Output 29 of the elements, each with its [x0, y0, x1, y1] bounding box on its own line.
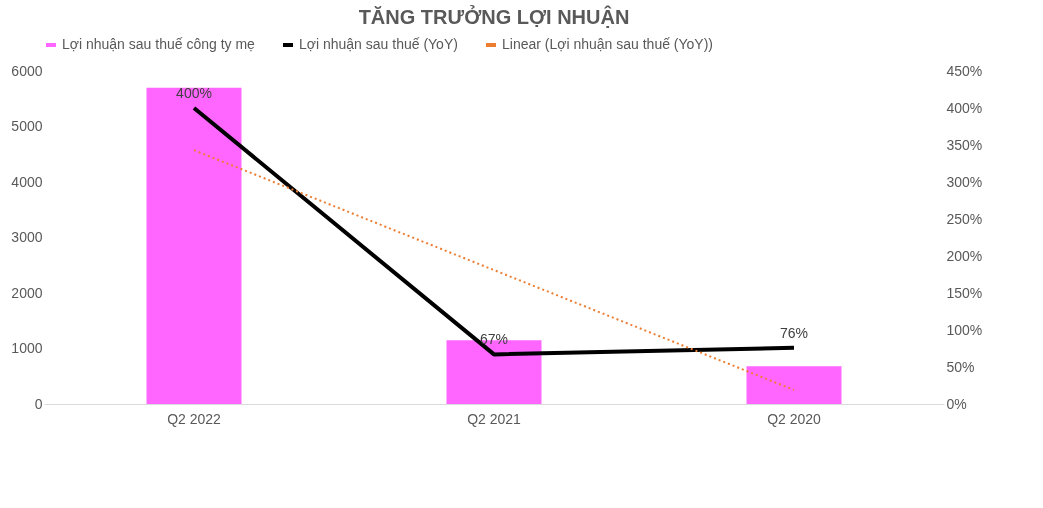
y2-tick-label: 50%	[946, 358, 975, 375]
legend-label: Lợi nhuận sau thuế (YoY)	[299, 36, 458, 52]
x-tick-label: Q2 2021	[467, 410, 522, 427]
data-label: 400%	[176, 85, 212, 101]
y2-tick-label: 100%	[946, 321, 983, 338]
legend-label: Lợi nhuận sau thuế công ty mẹ	[62, 36, 256, 52]
y2-tick-label: 300%	[946, 173, 983, 190]
y2-tick-label: 350%	[946, 136, 983, 153]
y-tick-label: 0	[34, 395, 43, 412]
y-tick-label: 4000	[11, 173, 43, 190]
y2-tick-label: 250%	[946, 210, 983, 227]
y-tick-label: 1000	[11, 340, 43, 356]
y2-tick-label: 0%	[946, 395, 967, 412]
chart-title: TĂNG TRƯỞNG LỢI NHUẬN	[358, 5, 630, 28]
y-tick-label: 2000	[11, 284, 43, 301]
y2-tick-label: 400%	[946, 99, 983, 116]
data-label: 67%	[479, 331, 509, 348]
y2-tick-label: 200%	[946, 247, 983, 264]
legend-label: Linear (Lợi nhuận sau thuế (YoY))	[502, 36, 714, 52]
y-tick-label: 6000	[11, 62, 43, 79]
x-tick-label: Q2 2020	[767, 410, 822, 427]
y-tick-label: 5000	[11, 118, 43, 134]
data-label: 76%	[779, 324, 809, 341]
y2-tick-label: 450%	[946, 62, 983, 79]
y2-tick-label: 150%	[946, 284, 983, 301]
x-tick-label: Q2 2022	[167, 410, 222, 427]
bar	[146, 87, 242, 404]
y-tick-label: 3000	[11, 229, 43, 245]
bar	[746, 366, 842, 404]
